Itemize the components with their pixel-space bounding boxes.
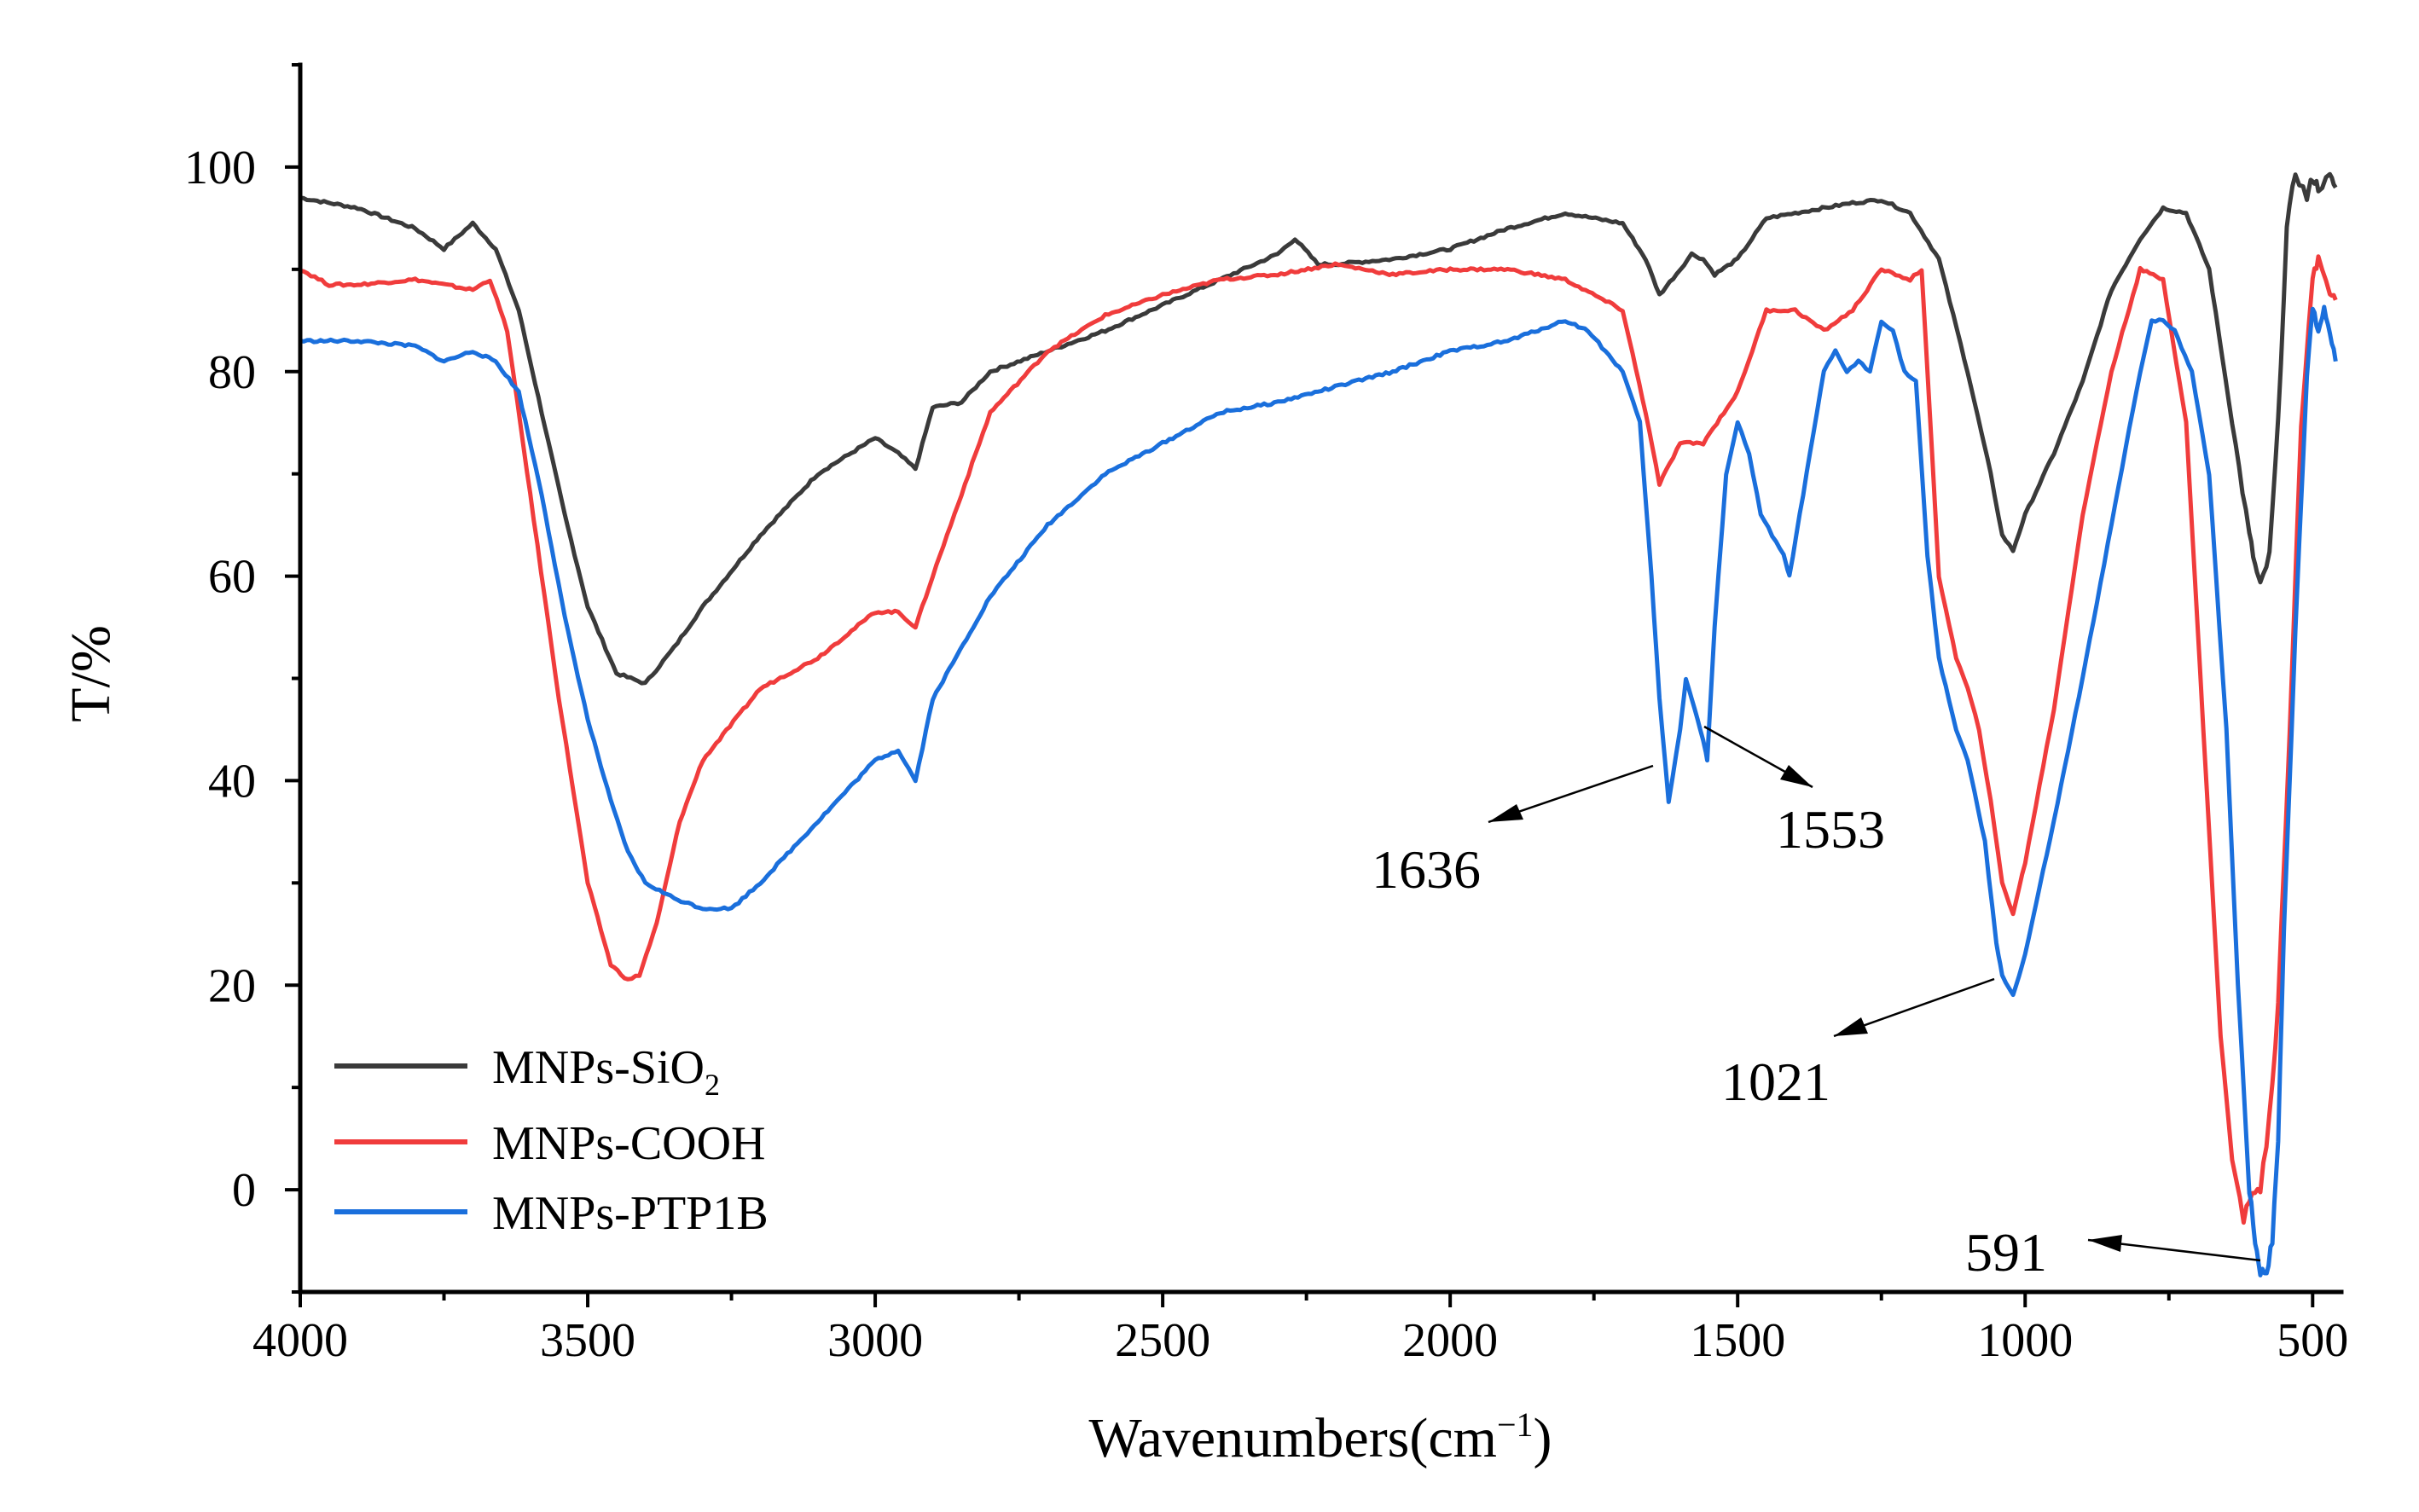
annotation-arrowhead-1636 [1488, 804, 1523, 822]
legend-label-ptp1b: MNPs-PTP1B [492, 1187, 769, 1240]
annotation-label-1553: 1553 [1776, 799, 1885, 860]
annotation-label-591: 591 [1965, 1222, 2047, 1283]
y-tick-label: 100 [184, 142, 256, 194]
legend: MNPs-SiO2 MNPs-COOH MNPs-PTP1B [334, 1041, 769, 1240]
x-axis-title-text: Wavenumbers(cm [1088, 1407, 1497, 1469]
series-line-mnps-ptp1b [299, 304, 2338, 1277]
annotation-arrowhead-1553 [1780, 765, 1813, 787]
x-tick-label: 4000 [252, 1314, 348, 1367]
x-axis-title-superscript: −1 [1497, 1405, 1534, 1444]
y-ticks: 0 20 40 60 80 100 [184, 63, 300, 1294]
annotation-arrowhead-1021 [1834, 1017, 1868, 1036]
annotation-arrowhead-591 [2088, 1235, 2122, 1252]
annotations: 1636 1553 1021 591 [1372, 725, 2261, 1283]
annotation-label-1021: 1021 [1721, 1051, 1830, 1112]
x-axis-title: Wavenumbers(cm−1) [1088, 1405, 1552, 1469]
legend-label-cooh: MNPs-COOH [492, 1117, 766, 1170]
y-tick-label: 40 [208, 755, 256, 808]
y-tick-label: 20 [208, 959, 256, 1012]
legend-label-sio2: MNPs-SiO2 [492, 1041, 720, 1102]
x-axis-title-end: ) [1534, 1407, 1552, 1469]
x-tick-label: 3000 [827, 1314, 923, 1367]
x-tick-label: 2000 [1402, 1314, 1498, 1367]
x-tick-label: 500 [2277, 1314, 2348, 1367]
series-line-mnps-cooh [299, 254, 2338, 1225]
y-axis-title: T/% [60, 625, 122, 722]
y-tick-label: 80 [208, 346, 256, 399]
series-layer [299, 171, 2338, 1277]
x-tick-label: 1000 [1977, 1314, 2073, 1367]
x-ticks: 4000 3500 3000 2500 2000 1500 1000 500 [252, 1292, 2348, 1367]
y-tick-label: 0 [232, 1164, 256, 1217]
legend-label-sio2-text: MNPs-SiO [492, 1041, 705, 1094]
y-tick-label: 60 [208, 551, 256, 604]
x-tick-label: 3500 [540, 1314, 635, 1367]
annotation-label-1636: 1636 [1372, 839, 1481, 900]
x-tick-label: 1500 [1690, 1314, 1785, 1367]
x-tick-label: 2500 [1115, 1314, 1210, 1367]
series-line-mnps-sio2 [299, 171, 2338, 686]
legend-label-sio2-subscript: 2 [705, 1068, 720, 1102]
